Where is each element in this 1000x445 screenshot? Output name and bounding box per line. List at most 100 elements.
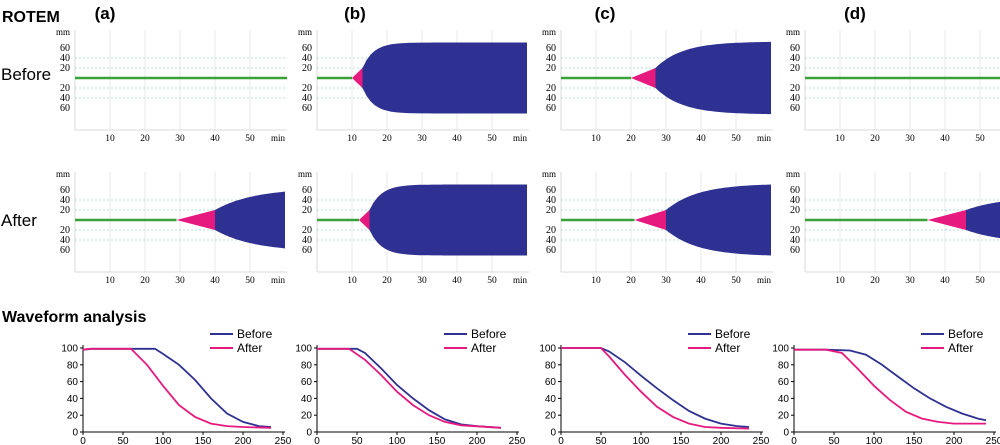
column-label: (b) [344,4,366,23]
x-tick-label: 40 [210,134,220,144]
x-tick-label: 10 [591,276,601,286]
x-tick-label: 30 [417,276,427,286]
y-tick-label: 20 [67,411,79,422]
x-tick-label: 10 [347,276,357,286]
x-tick-label: 250 [275,436,292,445]
amplitude-area [966,201,1000,239]
y-tick-label: 60 [60,103,70,114]
y-tick-label: 60 [60,245,70,256]
column-label: (d) [844,4,866,23]
x-tick-label: 50 [487,276,497,286]
y-tick-label: 20 [790,205,800,216]
y-tick-label: 40 [60,235,70,246]
x-tick-label: 20 [870,134,880,144]
x-tick-label: 40 [452,276,462,286]
legend-label: Before [471,327,507,341]
y-tick-label: 60 [546,103,556,114]
x-tick-label: 50 [731,134,741,144]
x-tick-label: 100 [866,436,883,445]
y-tick-label: 40 [790,53,800,64]
x-tick-label: 150 [673,436,690,445]
clot-formation-area [927,210,966,230]
amplitude-area [215,191,285,249]
y-tick-label: 100 [61,344,78,355]
y-tick-label: 20 [302,83,312,94]
x-tick-label: 40 [940,276,950,286]
y-tick-label: 100 [295,344,312,355]
x-tick-label: 50 [245,134,255,144]
x-tick-label: 30 [905,134,915,144]
before-series-line [82,347,272,428]
y-tick-label: 20 [302,205,312,216]
y-tick-label: 60 [545,377,557,388]
y-tick-label: 60 [790,103,800,114]
x-tick-label: 30 [661,276,671,286]
legend-label: After [715,341,740,355]
x-tick-label: 0 [314,436,320,445]
y-tick-label: 20 [546,83,556,94]
y-tick-label: 40 [546,53,556,64]
x-tick-label: 40 [696,134,706,144]
x-tick-label: 30 [661,134,671,144]
y-tick-label: 60 [790,43,800,54]
y-tick-label: 0 [783,428,789,439]
x-unit-label: min [271,133,286,143]
y-tick-label: 40 [546,235,556,246]
x-tick-label: 50 [975,134,985,144]
y-tick-label: 60 [546,185,556,196]
after-series-line [794,348,986,425]
x-tick-label: 50 [487,134,497,144]
x-tick-label: 250 [509,436,526,445]
y-tick-label: 0 [550,428,556,439]
x-tick-label: 10 [347,134,357,144]
amplitude-area [655,41,771,115]
legend-label: Before [715,327,751,341]
amplitude-area [362,42,527,114]
amplitude-area [369,184,527,256]
x-tick-label: 50 [731,276,741,286]
y-tick-label: 40 [546,93,556,104]
before-series-line [317,347,502,429]
y-tick-label: 40 [546,195,556,206]
y-tick-label: 20 [790,63,800,74]
x-tick-label: 50 [595,436,607,445]
clot-formation-area [634,210,666,230]
y-tick-label: 20 [545,411,557,422]
x-tick-label: 250 [986,436,1000,445]
column-label: (a) [95,4,116,23]
y-tick-label: 40 [790,235,800,246]
x-tick-label: 150 [429,436,446,445]
column-label: (c) [595,4,616,23]
y-tick-label: 60 [67,377,79,388]
clot-formation-area [631,68,656,88]
x-tick-label: 0 [791,436,797,445]
rotem-heading: ROTEM [2,9,60,26]
x-tick-label: 10 [835,134,845,144]
y-tick-label: 20 [790,225,800,236]
y-unit-label: mm [298,169,312,179]
waveform-heading: Waveform analysis [2,309,146,326]
y-tick-label: 40 [778,394,790,405]
x-tick-label: 30 [175,276,185,286]
y-unit-label: mm [542,169,556,179]
x-tick-label: 20 [382,276,392,286]
y-tick-label: 20 [60,63,70,74]
row-label-after: After [1,211,37,230]
x-tick-label: 10 [105,134,115,144]
x-tick-label: 200 [946,436,963,445]
column-labels: (a) (b) (c) (d) [95,4,866,23]
y-tick-label: 40 [67,394,79,405]
x-tick-label: 40 [940,134,950,144]
clot-formation-area [359,210,370,230]
